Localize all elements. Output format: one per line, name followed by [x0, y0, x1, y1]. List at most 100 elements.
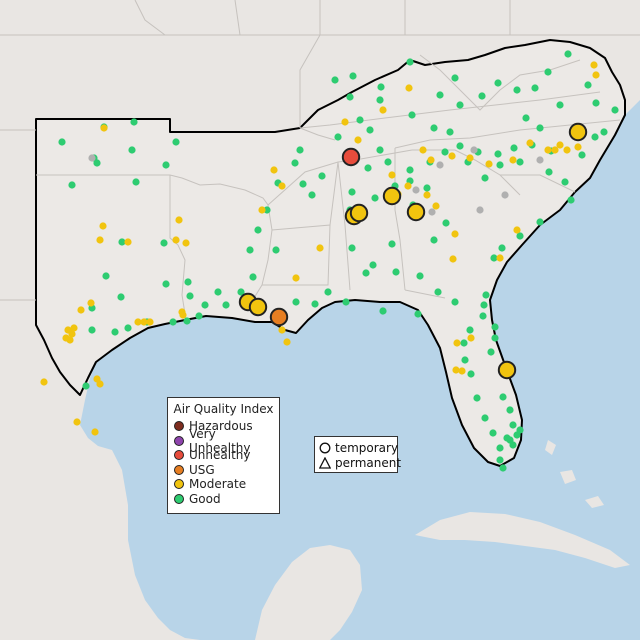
sensor-good[interactable] — [496, 456, 504, 464]
sensor-good[interactable] — [416, 272, 424, 280]
sensor-good[interactable] — [318, 172, 326, 180]
sensor-moderate[interactable] — [467, 334, 475, 342]
sensor-good[interactable] — [356, 116, 364, 124]
sensor-moderate[interactable] — [449, 255, 457, 263]
sensor-moderate[interactable] — [458, 367, 466, 375]
sensor-good[interactable] — [331, 76, 339, 84]
sensor-moderate[interactable] — [544, 146, 552, 154]
sensor-good[interactable] — [561, 178, 569, 186]
sensor-good[interactable] — [456, 101, 464, 109]
sensor-moderate[interactable] — [382, 186, 402, 206]
sensor-good[interactable] — [172, 138, 180, 146]
sensor-good[interactable] — [406, 58, 414, 66]
sensor-good[interactable] — [494, 150, 502, 158]
sensor-moderate[interactable] — [526, 139, 534, 147]
sensor-good[interactable] — [186, 292, 194, 300]
sensor-good[interactable] — [584, 81, 592, 89]
sensor-good[interactable] — [379, 307, 387, 315]
sensor-moderate[interactable] — [270, 166, 278, 174]
sensor-moderate[interactable] — [419, 146, 427, 154]
sensor-good[interactable] — [222, 301, 230, 309]
sensor-moderate[interactable] — [354, 136, 362, 144]
sensor-good[interactable] — [124, 324, 132, 332]
sensor-good[interactable] — [487, 348, 495, 356]
sensor-moderate[interactable] — [453, 339, 461, 347]
sensor-good[interactable] — [118, 238, 126, 246]
sensor-good[interactable] — [296, 146, 304, 154]
sensor-good[interactable] — [564, 50, 572, 58]
sensor-good[interactable] — [499, 393, 507, 401]
sensor-good[interactable] — [600, 128, 608, 136]
sensor-moderate[interactable] — [509, 156, 517, 164]
sensor-moderate[interactable] — [427, 156, 435, 164]
sensor-moderate[interactable] — [99, 222, 107, 230]
sensor-moderate[interactable] — [96, 380, 104, 388]
sensor-good[interactable] — [434, 288, 442, 296]
sensor-good[interactable] — [364, 164, 372, 172]
sensor-moderate[interactable] — [452, 366, 460, 374]
sensor-good[interactable] — [68, 181, 76, 189]
sensor-good[interactable] — [509, 441, 517, 449]
sensor-good[interactable] — [392, 268, 400, 276]
sensor-good[interactable] — [362, 269, 370, 277]
sensor-good[interactable] — [308, 191, 316, 199]
sensor-good[interactable] — [522, 114, 530, 122]
sensor-good[interactable] — [489, 429, 497, 437]
sensor-moderate[interactable] — [40, 378, 48, 386]
sensor-good[interactable] — [88, 326, 96, 334]
sensor-moderate[interactable] — [179, 311, 187, 319]
sensor-good[interactable] — [346, 93, 354, 101]
sensor-moderate[interactable] — [406, 202, 426, 222]
sensor-good[interactable] — [201, 301, 209, 309]
sensor-good[interactable] — [311, 300, 319, 308]
sensor-usg[interactable] — [269, 307, 289, 327]
sensor-good[interactable] — [478, 92, 486, 100]
sensor-inactive[interactable] — [470, 146, 478, 154]
sensor-good[interactable] — [169, 318, 177, 326]
sensor-moderate[interactable] — [182, 239, 190, 247]
sensor-moderate[interactable] — [70, 324, 78, 332]
sensor-good[interactable] — [160, 239, 168, 247]
sensor-good[interactable] — [460, 339, 468, 347]
sensor-good[interactable] — [516, 158, 524, 166]
sensor-moderate[interactable] — [100, 124, 108, 132]
sensor-good[interactable] — [384, 158, 392, 166]
sensor-moderate[interactable] — [556, 141, 564, 149]
sensor-good[interactable] — [494, 79, 502, 87]
sensor-good[interactable] — [451, 298, 459, 306]
sensor-good[interactable] — [481, 174, 489, 182]
sensor-moderate[interactable] — [278, 182, 286, 190]
sensor-moderate[interactable] — [73, 418, 81, 426]
sensor-inactive[interactable] — [536, 156, 544, 164]
sensor-good[interactable] — [430, 236, 438, 244]
sensor-moderate[interactable] — [404, 182, 412, 190]
sensor-good[interactable] — [406, 166, 414, 174]
sensor-moderate[interactable] — [513, 226, 521, 234]
sensor-moderate[interactable] — [592, 71, 600, 79]
sensor-inactive[interactable] — [501, 191, 509, 199]
sensor-markers[interactable] — [40, 50, 619, 472]
sensor-moderate[interactable] — [124, 238, 132, 246]
sensor-good[interactable] — [377, 83, 385, 91]
sensor-moderate[interactable] — [258, 206, 266, 214]
sensor-good[interactable] — [214, 288, 222, 296]
sensor-good[interactable] — [536, 124, 544, 132]
sensor-good[interactable] — [513, 86, 521, 94]
sensor-inactive[interactable] — [88, 154, 96, 162]
sensor-good[interactable] — [544, 68, 552, 76]
sensor-good[interactable] — [162, 161, 170, 169]
sensor-inactive[interactable] — [412, 186, 420, 194]
sensor-good[interactable] — [324, 288, 332, 296]
sensor-moderate[interactable] — [388, 171, 396, 179]
sensor-good[interactable] — [82, 382, 90, 390]
sensor-good[interactable] — [467, 370, 475, 378]
sensor-good[interactable] — [388, 240, 396, 248]
sensor-moderate[interactable] — [146, 318, 154, 326]
sensor-moderate[interactable] — [91, 428, 99, 436]
sensor-good[interactable] — [441, 148, 449, 156]
sensor-good[interactable] — [509, 421, 517, 429]
sensor-good[interactable] — [93, 159, 101, 167]
sensor-good[interactable] — [249, 273, 257, 281]
sensor-good[interactable] — [366, 126, 374, 134]
